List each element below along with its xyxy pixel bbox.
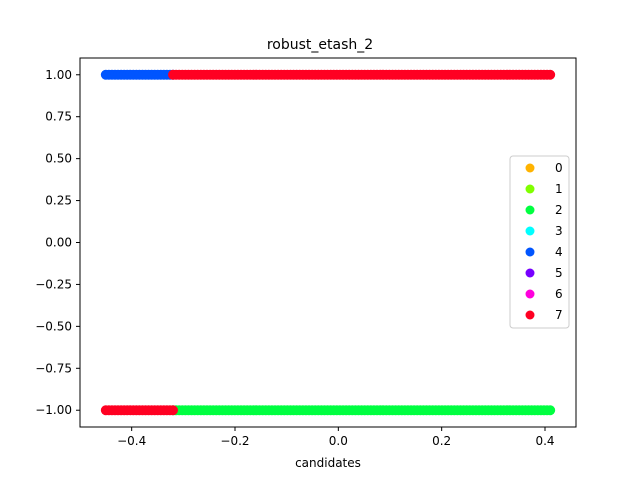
legend-frame (509, 155, 570, 329)
point-series-7 (168, 405, 178, 416)
x-tick-label: 0.2 (432, 434, 451, 448)
legend-marker (525, 163, 535, 173)
legend-label: 0 (555, 161, 563, 175)
x-axis: −0.4 −0.2 0.0 0.2 0.4 (117, 427, 555, 448)
legend-label: 1 (555, 182, 563, 196)
legend-label: 4 (555, 245, 563, 259)
legend-marker (525, 226, 535, 236)
y-tick-label: −0.50 (35, 319, 72, 333)
point-series-7 (545, 69, 556, 80)
y-tick-label: 0.25 (45, 194, 72, 208)
legend-marker (525, 268, 535, 278)
x-tick-label: −0.4 (117, 434, 146, 448)
data-points (100, 69, 556, 416)
y-axis: −1.00 −0.75 −0.50 −0.25 0.00 0.25 0.50 0.75 1.00 (35, 68, 80, 417)
legend-label: 5 (555, 266, 563, 280)
y-tick-label: 0.75 (45, 110, 72, 124)
legend-label: 2 (555, 203, 563, 217)
y-tick-label: −0.75 (35, 361, 72, 375)
y-tick-label: −1.00 (35, 403, 72, 417)
x-tick-label: −0.2 (220, 434, 249, 448)
legend-marker (525, 289, 535, 299)
y-tick-label: −0.25 (35, 277, 72, 291)
point-series-2 (545, 405, 556, 416)
y-tick-label: 0.50 (45, 152, 72, 166)
y-tick-label: 1.00 (45, 68, 72, 82)
legend-marker (525, 310, 535, 320)
legend-label: 6 (555, 287, 563, 301)
legend-label: 3 (555, 224, 563, 238)
x-axis-label: candidates (295, 456, 361, 470)
x-tick-label: 0.0 (329, 434, 348, 448)
legend: 0 1 2 3 4 5 6 7 (509, 155, 570, 329)
legend-marker (525, 184, 535, 194)
legend-label: 7 (555, 308, 563, 322)
y-tick-label: 0.00 (45, 236, 72, 250)
chart-title: robust_etash_2 (267, 37, 373, 53)
legend-marker (525, 205, 535, 215)
plot-frame (79, 57, 577, 428)
x-tick-label: 0.4 (535, 434, 554, 448)
legend-marker (525, 247, 535, 257)
